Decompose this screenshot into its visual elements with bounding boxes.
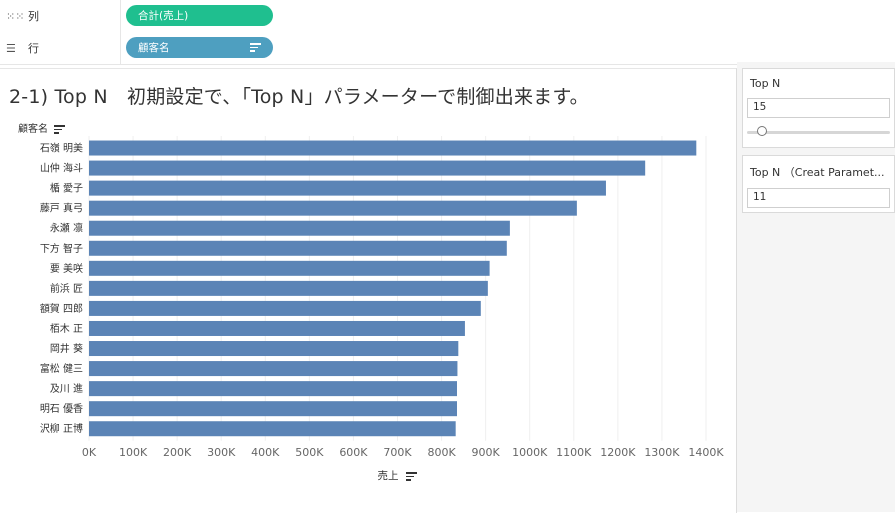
category-label[interactable]: 要 美咲 [50,262,83,275]
category-label[interactable]: 山仲 海斗 [40,162,83,175]
category-label[interactable]: 下方 智子 [40,242,83,255]
bar[interactable] [89,381,457,397]
category-label[interactable]: 永瀬 凛 [50,222,83,235]
category-label[interactable]: 富松 健三 [40,362,83,375]
x-tick-label: 300K [207,446,236,459]
x-tick-label: 700K [383,446,412,459]
bar[interactable] [89,300,481,316]
bar[interactable] [89,361,458,377]
x-tick-label: 600K [339,446,368,459]
x-axis-title[interactable]: 売上 [378,468,417,483]
columns-shelf-label: ⁙⁙ 列 [0,0,121,32]
dimension-pill-label: 顧客名 [138,42,170,54]
bar[interactable] [89,140,697,156]
row-field-header-label: 顧客名 [18,124,48,135]
bar[interactable] [89,240,507,256]
x-tick-label: 1100K [556,446,592,459]
parameter-title: Top N [750,77,781,90]
category-label[interactable]: 前浜 匠 [50,282,83,295]
x-tick-label: 0K [82,446,97,459]
x-tick-label: 400K [251,446,280,459]
parameter-card-top-n: Top N 15 [742,68,895,148]
parameter-value-input[interactable]: 15 [747,98,890,118]
bar[interactable] [89,160,646,176]
x-tick-label: 1000K [512,446,548,459]
parameter-slider-track[interactable] [747,131,890,134]
bar[interactable] [89,200,577,216]
x-tick-label: 100K [119,446,148,459]
rows-shelf-text: 行 [28,42,39,55]
rows-icon: ☰ [6,41,16,55]
category-label[interactable]: 栢木 正 [50,322,83,335]
category-label[interactable]: 額賀 四郎 [40,302,83,315]
bar[interactable] [89,280,488,296]
bar[interactable] [89,341,459,357]
sheet-title: 2-1) Top N 初期設定で、「Top N」パラメーターで制御出来ます。 [9,86,589,108]
category-label[interactable]: 岡井 葵 [50,342,83,355]
sort-icon[interactable] [54,124,66,135]
category-label[interactable]: 藤戸 真弓 [40,202,83,215]
x-tick-label: 200K [163,446,192,459]
bar[interactable] [89,180,606,196]
columns-icon: ⁙⁙ [6,9,25,23]
x-tick-label: 1400K [688,446,724,459]
category-label[interactable]: 及川 進 [50,383,83,395]
bar[interactable] [89,220,510,236]
measure-pill-sum-sales[interactable]: 合計(売上) [126,5,273,26]
category-label[interactable]: 楯 愛子 [50,182,83,195]
category-label[interactable]: 石嶺 明美 [40,142,83,155]
x-tick-label: 900K [472,446,501,459]
x-tick-label: 800K [427,446,456,459]
bar[interactable] [89,260,490,276]
bar[interactable] [89,421,456,437]
parameter-value-input[interactable]: 11 [747,188,890,208]
parameter-slider-thumb[interactable] [756,126,767,136]
x-tick-label: 500K [295,446,324,459]
category-label[interactable]: 沢柳 正博 [40,422,83,435]
x-axis-title-label: 売上 [377,470,399,482]
x-tick-label: 1200K [600,446,636,459]
sort-descending-icon[interactable] [250,41,261,53]
parameter-title: Top N （Creat Paramet... [750,166,885,179]
x-tick-label: 1300K [644,446,680,459]
bar[interactable] [89,401,457,417]
category-label[interactable]: 明石 優香 [40,402,83,415]
measure-pill-label: 合計(売上) [138,10,189,22]
row-field-header[interactable]: 顧客名 [18,120,66,135]
rows-shelf-label: ☰ 行 [0,32,121,64]
columns-shelf-text: 列 [28,10,39,23]
sort-icon[interactable] [405,470,417,482]
parameter-card-top-n-create: Top N （Creat Paramet... 11 [742,155,895,213]
rows-shelf: ☰ 行 顧客名 [0,32,895,65]
dimension-pill-customer[interactable]: 顧客名 [126,37,273,58]
bar[interactable] [89,320,465,336]
